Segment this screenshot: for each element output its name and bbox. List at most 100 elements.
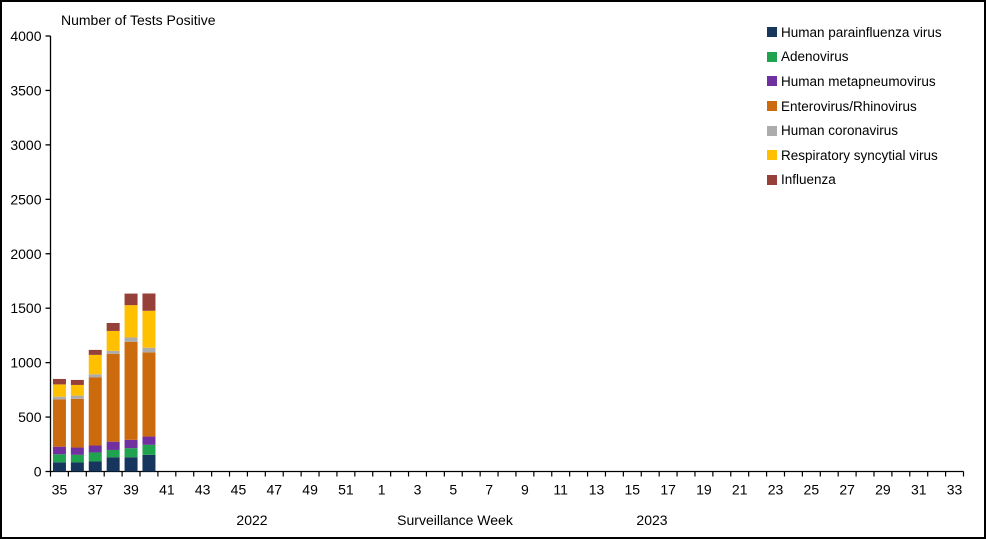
legend-item-3: Enterovirus/Rhinovirus [767, 94, 942, 119]
legend-item-6: Influenza [767, 168, 942, 193]
legend-label: Enterovirus/Rhinovirus [781, 98, 917, 114]
bar-segment-week39-influenza [124, 293, 138, 306]
bar-segment-week37-enterovirus-rhinovirus [88, 377, 102, 446]
x-tick-label: 39 [123, 482, 139, 498]
chart-title: Number of Tests Positive [61, 12, 216, 28]
y-tick-label: 500 [18, 409, 42, 425]
bar-segment-week38-enterovirus-rhinovirus [106, 353, 120, 442]
bar-segment-week35-respiratory-syncytial-virus [52, 384, 66, 397]
bar-segment-week36-adenovirus [70, 454, 84, 463]
x-tick-label: 45 [231, 482, 247, 498]
y-tick-label: 0 [34, 464, 42, 480]
bar-segment-week37-human-coronavirus [88, 374, 102, 378]
x-tick-label: 9 [521, 482, 529, 498]
y-tick-label: 3000 [10, 137, 41, 153]
y-tick-label: 2000 [10, 246, 41, 262]
bar-segment-week38-respiratory-syncytial-virus [106, 330, 120, 351]
legend-swatch-icon [767, 27, 777, 38]
bar-segment-week36-influenza [70, 379, 84, 385]
bar-segment-week36-enterovirus-rhinovirus [70, 398, 84, 448]
bar-segment-week38-human-parainfluenza-virus [106, 457, 120, 472]
y-tick-label: 4000 [10, 28, 41, 44]
y-tick-label: 1500 [10, 300, 41, 316]
x-tick-label: 27 [839, 482, 855, 498]
legend-label: Influenza [781, 172, 836, 188]
bar-segment-week35-adenovirus [52, 454, 66, 463]
bar-segment-week38-human-coronavirus [106, 350, 120, 354]
bar-segment-week38-influenza [106, 322, 120, 331]
y-tick-label: 2500 [10, 191, 41, 207]
x-tick-label: 19 [696, 482, 712, 498]
x-tick-label: 29 [875, 482, 891, 498]
bar-segment-week39-respiratory-syncytial-virus [124, 305, 138, 338]
year-label-2022: 2022 [236, 512, 268, 528]
legend-item-1: Adenovirus [767, 45, 942, 70]
bar-segment-week36-respiratory-syncytial-virus [70, 384, 84, 396]
x-tick-label: 17 [660, 482, 676, 498]
x-tick-label: 21 [732, 482, 748, 498]
x-tick-label: 5 [449, 482, 457, 498]
bar-segment-week40-influenza [142, 293, 156, 311]
x-tick-label: 35 [52, 482, 68, 498]
legend-swatch-icon [767, 150, 777, 161]
x-tick-label: 49 [302, 482, 318, 498]
year-label-2023: 2023 [636, 512, 668, 528]
x-axis-title: Surveillance Week [397, 512, 513, 528]
y-tick-label: 1000 [10, 355, 41, 371]
x-tick-label: 15 [625, 482, 641, 498]
bar-segment-week35-influenza [52, 378, 66, 385]
bar-segment-week35-human-parainfluenza-virus [52, 462, 66, 472]
x-tick-label: 33 [947, 482, 963, 498]
x-tick-label: 41 [159, 482, 175, 498]
bar-segment-week35-enterovirus-rhinovirus [52, 399, 66, 447]
x-tick-label: 3 [414, 482, 422, 498]
bar-segment-week40-human-coronavirus [142, 347, 156, 353]
y-tick-label: 3500 [10, 82, 41, 98]
bar-segment-week39-human-parainfluenza-virus [124, 457, 138, 472]
x-tick-label: 11 [553, 482, 568, 498]
legend-label: Respiratory syncytial virus [781, 147, 938, 163]
x-tick-label: 7 [485, 482, 493, 498]
legend-label: Human metapneumovirus [781, 73, 936, 89]
legend-swatch-icon [767, 101, 777, 112]
legend-item-0: Human parainfluenza virus [767, 20, 942, 45]
legend-item-5: Respiratory syncytial virus [767, 143, 942, 168]
legend-label: Human parainfluenza virus [781, 24, 942, 40]
legend-swatch-icon [767, 76, 777, 87]
x-tick-label: 1 [378, 482, 386, 498]
legend-swatch-icon [767, 125, 777, 136]
bar-segment-week37-adenovirus [88, 452, 102, 462]
x-tick-label: 47 [266, 482, 282, 498]
bar-segment-week40-human-parainfluenza-virus [142, 454, 156, 472]
bar-segment-week37-influenza [88, 349, 102, 355]
legend-swatch-icon [767, 51, 777, 62]
bar-segment-week39-human-metapneumovirus [124, 439, 138, 449]
bar-segment-week35-human-coronavirus [52, 396, 66, 400]
legend-label: Human coronavirus [781, 123, 899, 139]
bar-segment-week40-human-metapneumovirus [142, 436, 156, 445]
bar-segment-week40-adenovirus [142, 444, 156, 455]
bar-segment-week39-adenovirus [124, 448, 138, 458]
x-tick-label: 43 [195, 482, 211, 498]
bar-segment-week35-human-metapneumovirus [52, 446, 66, 455]
bar-segment-week37-human-metapneumovirus [88, 445, 102, 453]
x-tick-label: 51 [338, 482, 354, 498]
legend: Human parainfluenza virus Adenovirus Human… [767, 20, 942, 192]
bar-segment-week39-enterovirus-rhinovirus [124, 341, 138, 440]
bar-segment-week36-human-coronavirus [70, 395, 84, 399]
bar-segment-week36-human-metapneumovirus [70, 447, 84, 455]
bar-segment-week40-enterovirus-rhinovirus [142, 352, 156, 437]
x-tick-label: 25 [804, 482, 820, 498]
x-tick-label: 37 [87, 482, 103, 498]
bar-segment-week37-human-parainfluenza-virus [88, 461, 102, 472]
bar-segment-week38-human-metapneumovirus [106, 441, 120, 450]
legend-item-4: Human coronavirus [767, 118, 942, 143]
legend-label: Adenovirus [781, 49, 849, 65]
x-tick-label: 31 [911, 482, 927, 498]
bar-segment-week40-respiratory-syncytial-virus [142, 310, 156, 348]
bar-segment-week37-respiratory-syncytial-virus [88, 354, 102, 375]
bar-segment-week38-adenovirus [106, 449, 120, 458]
bar-segment-week36-human-parainfluenza-virus [70, 462, 84, 472]
